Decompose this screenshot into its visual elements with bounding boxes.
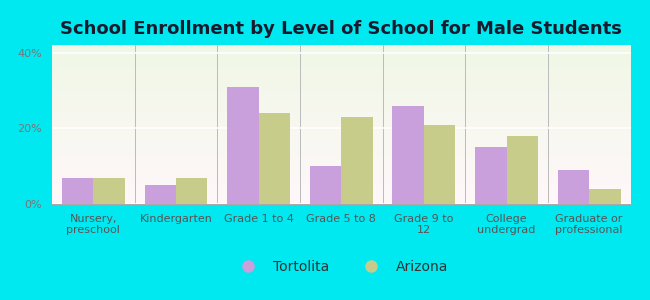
Bar <box>176 178 207 204</box>
Bar <box>227 87 259 204</box>
Bar <box>393 106 424 204</box>
Legend: Tortolita, Arizona: Tortolita, Arizona <box>229 255 454 280</box>
Bar <box>341 117 372 204</box>
Bar <box>310 166 341 204</box>
Bar <box>259 113 290 204</box>
Title: School Enrollment by Level of School for Male Students: School Enrollment by Level of School for… <box>60 20 622 38</box>
Bar <box>62 178 94 204</box>
Bar <box>558 170 589 204</box>
Bar <box>506 136 538 204</box>
Bar <box>424 124 455 204</box>
Bar <box>589 189 621 204</box>
Bar <box>144 185 176 204</box>
Bar <box>94 178 125 204</box>
Bar <box>475 147 506 204</box>
